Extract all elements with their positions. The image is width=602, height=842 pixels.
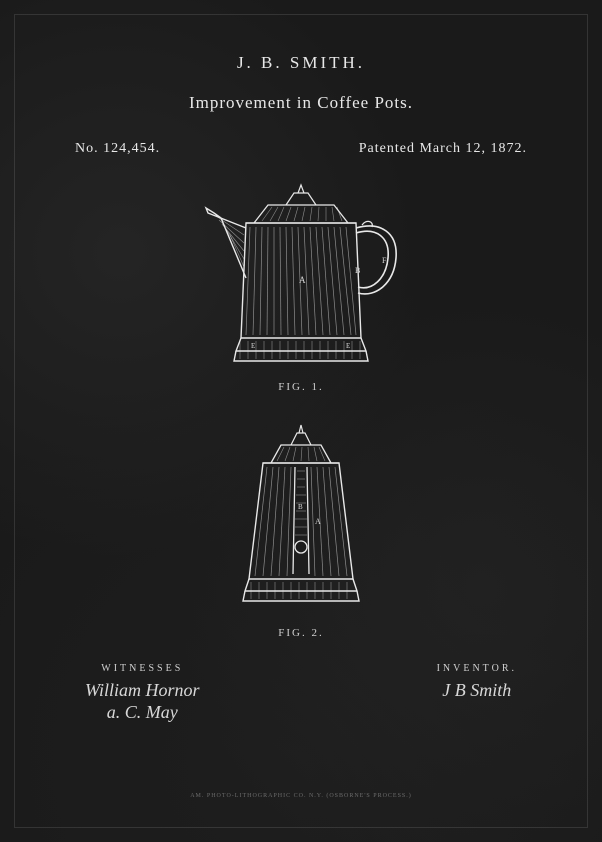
svg-text:E: E bbox=[251, 342, 255, 350]
svg-text:A: A bbox=[299, 275, 306, 285]
witness-2: a. C. May bbox=[107, 702, 178, 724]
witnesses-block: WITNESSES William Hornor a. C. May bbox=[85, 663, 200, 723]
fig1-label: FIG. 1. bbox=[278, 381, 323, 393]
signatures-row: WITNESSES William Hornor a. C. May INVEN… bbox=[15, 663, 587, 723]
inventor-name: J. B. SMITH. bbox=[15, 53, 587, 73]
svg-text:B: B bbox=[298, 503, 303, 511]
patent-number: No. 124,454. bbox=[75, 141, 160, 157]
patent-title: Improvement in Coffee Pots. bbox=[15, 93, 587, 113]
witnesses-heading: WITNESSES bbox=[101, 663, 183, 674]
inventor-signature: J B Smith bbox=[442, 680, 511, 702]
fig2-drawing: A B bbox=[221, 419, 381, 619]
fig1-drawing: A F B E E bbox=[186, 183, 416, 373]
fig2-label: FIG. 2. bbox=[278, 627, 323, 639]
figure-1: A F B E E FIG. 1. bbox=[15, 183, 587, 393]
meta-row: No. 124,454. Patented March 12, 1872. bbox=[15, 141, 587, 157]
patent-page: J. B. SMITH. Improvement in Coffee Pots.… bbox=[14, 14, 588, 828]
patent-date: Patented March 12, 1872. bbox=[359, 141, 527, 157]
inventor-heading: INVENTOR. bbox=[437, 663, 517, 674]
svg-text:A: A bbox=[315, 517, 321, 526]
witness-1: William Hornor bbox=[85, 680, 200, 702]
figure-2: A B FIG. 2. bbox=[15, 419, 587, 639]
svg-text:F: F bbox=[382, 256, 387, 265]
inventor-block: INVENTOR. J B Smith bbox=[437, 663, 517, 723]
svg-text:E: E bbox=[346, 342, 350, 350]
printer-footer: AM. PHOTO-LITHOGRAPHIC CO. N.Y. (OSBORNE… bbox=[15, 793, 587, 799]
svg-text:B: B bbox=[355, 266, 360, 275]
